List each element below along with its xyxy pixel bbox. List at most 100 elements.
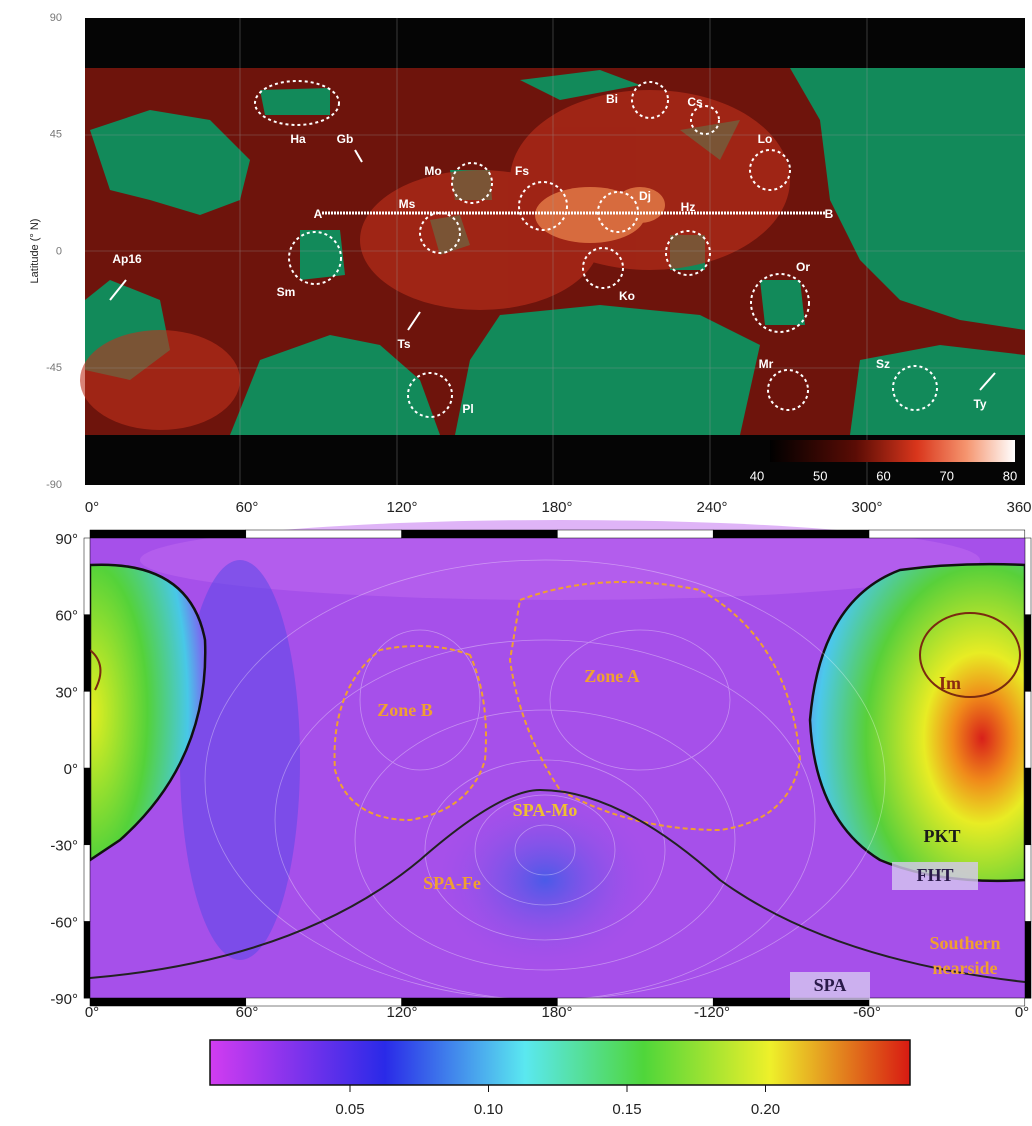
feature-label: Sm: [277, 285, 296, 299]
frame-segment: [557, 530, 713, 538]
colorbar-tick-label: 0.10: [474, 1101, 503, 1118]
x-ticks: 0° 60° 120° 180° -120° -60° 0°: [85, 1004, 1029, 1021]
region-label: Im: [939, 673, 961, 693]
y-tick-label: -30°: [50, 838, 78, 855]
y-tick-label: 0°: [64, 761, 78, 778]
region-label: Southern: [929, 933, 1000, 953]
feature-label: Lo: [758, 132, 773, 146]
frame-segment: [1025, 538, 1031, 615]
frame-segment: [84, 538, 90, 615]
frame-segment: [84, 691, 90, 768]
frame-segment: [402, 998, 558, 1006]
colorbar: [210, 1040, 910, 1085]
region-label: nearside: [933, 958, 998, 978]
y-tick-label: -45: [46, 362, 62, 374]
x-tick-label: 0°: [85, 1004, 99, 1021]
frame-segment: [1025, 845, 1031, 922]
colorbar-tick-label: 50: [813, 468, 827, 483]
feature-label: Ts: [397, 337, 410, 351]
y-tick-label: 60°: [55, 608, 78, 625]
figure: Ha Gb Mo Fs Ms A B Dj Hz Bi Cs Lo Ap16 Sm Ko Or Ts Mr Sz Ty…: [0, 0, 1032, 1126]
x-tick-label: 60°: [236, 499, 259, 516]
y-tick-label: 90: [50, 12, 62, 24]
x-tick-label: 0°: [85, 499, 99, 516]
feature-label: Bi: [606, 92, 618, 106]
frame-segment: [84, 615, 90, 692]
feature-label: Pl: [462, 402, 473, 416]
x-tick-label: 120°: [386, 499, 417, 516]
y-tick-label: 45: [50, 129, 62, 141]
frame-segment: [557, 998, 713, 1006]
colorbar-tick-label: 0.15: [612, 1101, 641, 1118]
region-label: Zone A: [584, 666, 640, 686]
region-label: PKT: [923, 826, 960, 846]
colorbar-tick-label: 70: [940, 468, 954, 483]
frame-segment: [246, 998, 402, 1006]
x-tick-label: 180°: [541, 499, 572, 516]
colorbar-tick-label: 0.20: [751, 1101, 780, 1118]
region-label: FHT: [916, 865, 953, 885]
frame-segment: [869, 530, 1025, 538]
x-tick-label: 360°: [1006, 499, 1032, 516]
y-ticks: 90° 60° 30° 0° -30° -60° -90°: [50, 531, 78, 1008]
feature-label: A: [314, 207, 323, 221]
y-tick-label: -90°: [50, 991, 78, 1008]
y-axis-label: Latitude (° N): [29, 219, 41, 284]
frame-segment: [84, 922, 90, 999]
frame-segment: [1025, 922, 1031, 999]
region-label: Zone B: [377, 700, 433, 720]
y-tick-label: -60°: [50, 914, 78, 931]
feature-label: Cs: [687, 95, 703, 109]
feature-label: Mr: [759, 357, 774, 371]
feature-label: Ty: [973, 397, 986, 411]
colorbar: [770, 440, 1015, 462]
x-tick-label: 120°: [386, 1004, 417, 1021]
feature-label: Ap16: [112, 252, 142, 266]
frame-segment: [90, 530, 246, 538]
feature-label: Sz: [876, 357, 890, 371]
x-tick-label: 180°: [541, 1004, 572, 1021]
feature-label: Or: [796, 260, 810, 274]
region-label: SPA: [814, 975, 847, 995]
frame-segment: [1025, 691, 1031, 768]
feature-label: Mo: [424, 164, 441, 178]
feature-label: B: [825, 207, 834, 221]
frame-segment: [713, 530, 869, 538]
bottom-map: Zone B Zone A SPA-Mo SPA-Fe Im PKT FHT S…: [50, 520, 1031, 1118]
y-tick-label: 90°: [55, 531, 78, 548]
x-ticks: 0° 60° 120° 180° 240° 300° 360°: [85, 499, 1032, 516]
feature-label: Ha: [290, 132, 306, 146]
x-tick-label: 0°: [1015, 1004, 1029, 1021]
region-label: SPA-Fe: [423, 873, 481, 893]
colorbar-ticks: 0.05 0.10 0.15 0.20: [335, 1085, 780, 1118]
frame-segment: [869, 998, 1025, 1006]
y-tick-label: -90: [46, 479, 62, 491]
colorbar-tick-label: 0.05: [335, 1101, 364, 1118]
colorbar-tick-label: 80: [1003, 468, 1017, 483]
top-map: Ha Gb Mo Fs Ms A B Dj Hz Bi Cs Lo Ap16 Sm Ko Or Ts Mr Sz Ty…: [29, 12, 1032, 516]
y-tick-label: 30°: [55, 684, 78, 701]
x-tick-label: 60°: [236, 1004, 259, 1021]
y-ticks: 90 45 0 -45 -90: [46, 12, 62, 491]
feature-label: Hz: [681, 200, 696, 214]
colorbar-tick-label: 40: [750, 468, 764, 483]
feature-label: Dj: [639, 189, 651, 203]
x-tick-label: 240°: [696, 499, 727, 516]
frame-segment: [1025, 768, 1031, 845]
y-tick-label: 0: [56, 245, 62, 257]
x-tick-label: -60°: [853, 1004, 881, 1021]
frame-segment: [1025, 615, 1031, 692]
frame-segment: [402, 530, 558, 538]
colorbar-tick-label: 60: [876, 468, 890, 483]
frame-segment: [90, 998, 246, 1006]
region-label: SPA-Mo: [513, 800, 578, 820]
frame-segment: [84, 845, 90, 922]
x-tick-label: 300°: [851, 499, 882, 516]
no-data-band: [85, 18, 1025, 68]
frame-segment: [246, 530, 402, 538]
feature-label: Ko: [619, 289, 635, 303]
x-tick-label: -120°: [694, 1004, 730, 1021]
feature-label: Fs: [515, 164, 529, 178]
feature-label: Ms: [399, 197, 416, 211]
feature-label: Gb: [337, 132, 354, 146]
